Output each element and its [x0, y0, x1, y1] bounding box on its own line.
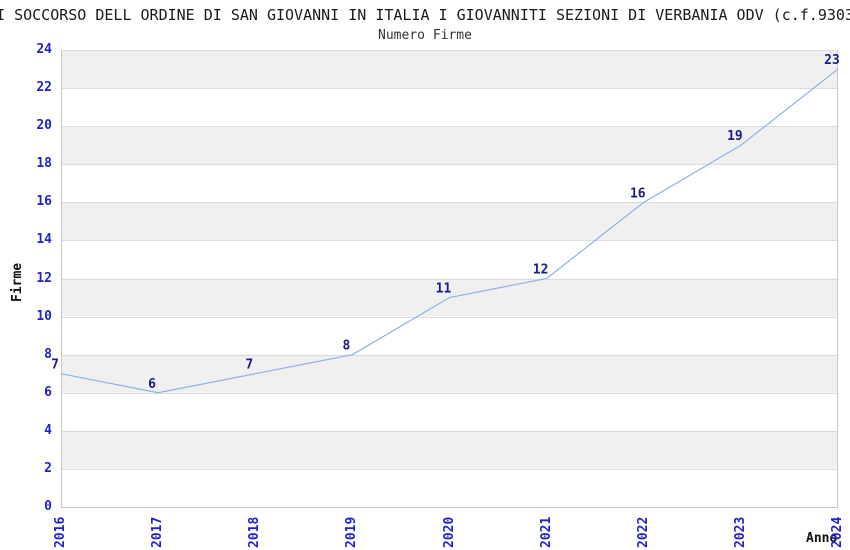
band: [61, 392, 838, 431]
band: [61, 164, 838, 203]
y-tick-label: 2: [44, 460, 52, 476]
y-tick-label: 14: [36, 232, 52, 248]
y-tick-label: 24: [36, 42, 52, 57]
y-tick-label: 0: [44, 499, 52, 514]
band: [61, 240, 838, 279]
chart-title: I SOCCORSO DELL ORDINE DI SAN GIOVANNI I…: [0, 6, 850, 24]
x-tick-label: 2016: [53, 516, 68, 548]
data-label: 7: [51, 358, 59, 373]
y-tick-label: 18: [36, 156, 52, 172]
chart-subtitle: Numero Firme: [378, 28, 472, 43]
band: [61, 202, 838, 241]
data-label: 8: [342, 339, 350, 354]
data-label: 6: [148, 377, 156, 392]
y-tick-label: 10: [36, 308, 52, 324]
x-tick-label: 2020: [441, 516, 457, 548]
x-axis-title: Anno: [806, 531, 838, 546]
x-tick-label: 2023: [732, 516, 748, 548]
y-tick-label: 12: [36, 270, 52, 286]
y-tick-label: 20: [36, 118, 52, 134]
band: [61, 316, 838, 355]
x-tick-label: 2024: [830, 516, 845, 548]
band: [61, 430, 838, 469]
data-label: 11: [436, 282, 452, 297]
line-chart: 7 6 7 8 11 12 16 19 23: [51, 50, 840, 508]
y-tick-label: 8: [44, 346, 52, 362]
x-tick-label: 2017: [150, 516, 166, 548]
y-tick-label: 22: [36, 80, 52, 96]
y-tick-label: 6: [44, 384, 52, 400]
plot-area: 7 6 7 8 11 12 16 19 23: [51, 50, 840, 508]
x-tick-label: 2018: [247, 516, 263, 548]
band: [61, 126, 838, 165]
data-label: 7: [245, 358, 253, 373]
band: [61, 468, 838, 507]
y-tick-label: 16: [36, 194, 52, 210]
data-label: 16: [630, 186, 646, 201]
series-line: [60, 68, 839, 394]
x-tick-label: 2022: [635, 516, 651, 548]
band: [61, 50, 838, 89]
band: [61, 354, 838, 393]
data-label: 23: [824, 53, 840, 68]
x-tick-label: 2019: [344, 516, 360, 548]
band: [61, 88, 838, 127]
y-tick-label: 4: [44, 422, 52, 438]
x-tick-label: 2021: [538, 516, 554, 548]
data-label: 19: [727, 129, 743, 144]
data-label: 12: [533, 263, 549, 278]
